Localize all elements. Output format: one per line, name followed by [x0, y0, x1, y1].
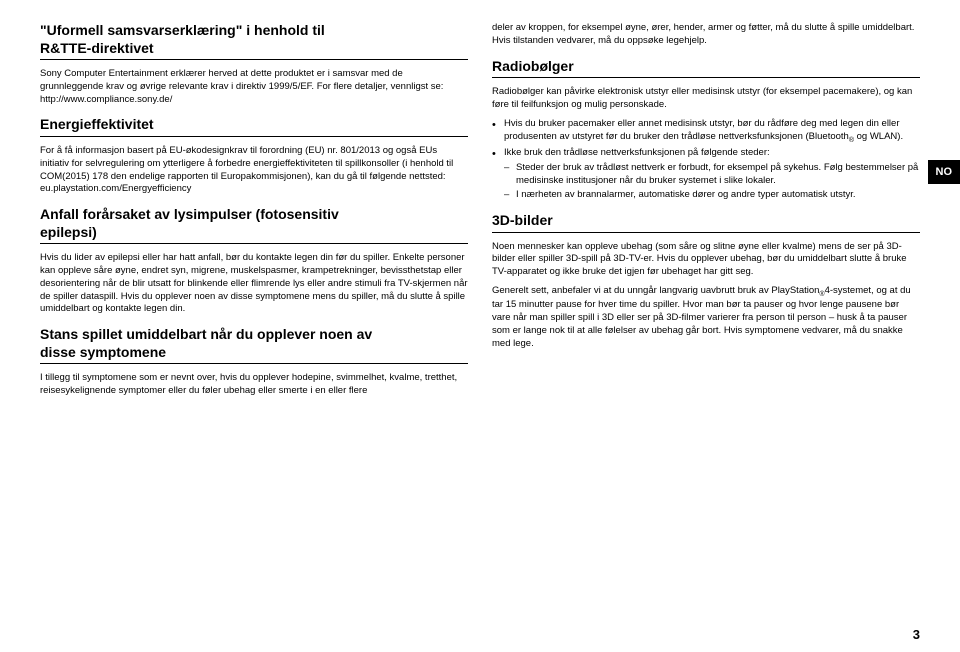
language-tab: NO [928, 160, 960, 184]
para-energy: For å få informasjon basert på EU-økodes… [40, 145, 468, 196]
heading-line2: epilepsi) [40, 224, 97, 240]
heading-radio: Radiobølger [492, 58, 920, 76]
heading-epilepsy: Anfall forårsaket av lysimpulser (fotose… [40, 206, 468, 241]
heading-conformity: "Uformell samsvarserklæring" i henhold t… [40, 22, 468, 57]
left-column: "Uformell samsvarserklæring" i henhold t… [40, 22, 468, 404]
rule [492, 232, 920, 233]
para-radio-intro: Radiobølger kan påvirke elektronisk utst… [492, 86, 920, 112]
list-item: Hvis du bruker pacemaker eller annet med… [492, 118, 920, 145]
bullet-text: og WLAN). [854, 131, 903, 142]
para-3d-1: Noen mennesker kan oppleve ubehag (som s… [492, 241, 920, 279]
para-text: Generelt sett, anbefaler vi at du unngår… [492, 285, 819, 296]
sub-list: Steder der bruk av trådløst nettverk er … [504, 162, 920, 202]
rule [492, 77, 920, 78]
heading-line1: "Uformell samsvarserklæring" i henhold t… [40, 22, 325, 38]
para-3d-2: Generelt sett, anbefaler vi at du unngår… [492, 285, 920, 351]
rule [40, 363, 468, 364]
para-conformity: Sony Computer Entertainment erklærer her… [40, 68, 468, 106]
heading-line1: Stans spillet umiddelbart når du oppleve… [40, 326, 372, 342]
heading-line1: Anfall forårsaket av lysimpulser (fotose… [40, 206, 339, 222]
heading-line2: disse symptomene [40, 344, 166, 360]
para-stop: I tillegg til symptomene som er nevnt ov… [40, 372, 468, 398]
heading-line2: R&TTE-direktivet [40, 40, 154, 56]
bullet-text: Hvis du bruker pacemaker eller annet med… [504, 118, 900, 142]
heading-energy: Energieffektivitet [40, 116, 468, 134]
heading-3d: 3D-bilder [492, 212, 920, 230]
right-column: deler av kroppen, for eksempel øyne, øre… [492, 22, 920, 404]
list-item: I nærheten av brannalarmer, automatiske … [504, 189, 920, 202]
rule [40, 243, 468, 244]
rule [40, 136, 468, 137]
page-number: 3 [913, 627, 920, 642]
list-item: Ikke bruk den trådløse nettverksfunksjon… [492, 147, 920, 202]
para-cont: deler av kroppen, for eksempel øyne, øre… [492, 22, 920, 48]
para-epilepsy: Hvis du lider av epilepsi eller har hatt… [40, 252, 468, 316]
heading-stop: Stans spillet umiddelbart når du oppleve… [40, 326, 468, 361]
rule [40, 59, 468, 60]
list-item: Steder der bruk av trådløst nettverk er … [504, 162, 920, 188]
bullet-text: Ikke bruk den trådløse nettverksfunksjon… [504, 147, 770, 158]
radio-bullets: Hvis du bruker pacemaker eller annet med… [492, 118, 920, 202]
